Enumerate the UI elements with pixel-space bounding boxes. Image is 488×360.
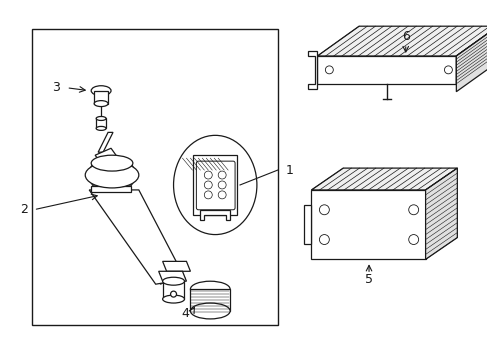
Polygon shape bbox=[163, 281, 184, 299]
Text: 2: 2 bbox=[20, 203, 28, 216]
Ellipse shape bbox=[91, 86, 111, 96]
Ellipse shape bbox=[96, 117, 106, 121]
Text: 3: 3 bbox=[52, 81, 61, 94]
Polygon shape bbox=[200, 210, 230, 220]
Polygon shape bbox=[425, 168, 456, 260]
Ellipse shape bbox=[408, 235, 418, 244]
FancyBboxPatch shape bbox=[196, 161, 235, 210]
Polygon shape bbox=[317, 26, 488, 56]
Ellipse shape bbox=[325, 66, 333, 74]
Polygon shape bbox=[86, 163, 138, 186]
Polygon shape bbox=[311, 190, 425, 260]
Polygon shape bbox=[94, 91, 108, 104]
Ellipse shape bbox=[319, 205, 328, 215]
Polygon shape bbox=[95, 148, 116, 162]
Polygon shape bbox=[317, 56, 455, 84]
Polygon shape bbox=[89, 190, 185, 284]
Ellipse shape bbox=[444, 66, 451, 74]
Ellipse shape bbox=[190, 303, 230, 319]
Polygon shape bbox=[455, 26, 488, 84]
Ellipse shape bbox=[170, 291, 176, 297]
Polygon shape bbox=[158, 271, 186, 281]
Ellipse shape bbox=[204, 191, 212, 199]
Polygon shape bbox=[163, 261, 190, 271]
Ellipse shape bbox=[408, 205, 418, 215]
Text: 4: 4 bbox=[181, 307, 189, 320]
Text: 6: 6 bbox=[401, 30, 409, 42]
Polygon shape bbox=[307, 51, 317, 89]
Ellipse shape bbox=[204, 181, 212, 189]
Ellipse shape bbox=[163, 277, 184, 285]
Ellipse shape bbox=[190, 281, 230, 297]
Ellipse shape bbox=[96, 126, 106, 130]
Ellipse shape bbox=[218, 181, 225, 189]
Text: 5: 5 bbox=[364, 273, 372, 286]
Ellipse shape bbox=[85, 162, 139, 188]
Ellipse shape bbox=[173, 135, 256, 235]
Ellipse shape bbox=[218, 191, 225, 199]
Polygon shape bbox=[190, 289, 230, 311]
Polygon shape bbox=[96, 118, 106, 129]
Polygon shape bbox=[303, 205, 311, 244]
Ellipse shape bbox=[218, 171, 225, 179]
Ellipse shape bbox=[94, 100, 108, 107]
Polygon shape bbox=[91, 192, 175, 284]
Polygon shape bbox=[193, 155, 237, 215]
Polygon shape bbox=[91, 186, 131, 192]
Ellipse shape bbox=[91, 155, 133, 171]
Ellipse shape bbox=[204, 171, 212, 179]
Polygon shape bbox=[311, 168, 456, 190]
Text: 1: 1 bbox=[285, 163, 293, 176]
Ellipse shape bbox=[163, 295, 184, 303]
Polygon shape bbox=[455, 26, 488, 92]
Bar bbox=[32, 29, 277, 325]
Polygon shape bbox=[98, 132, 113, 152]
Ellipse shape bbox=[319, 235, 328, 244]
